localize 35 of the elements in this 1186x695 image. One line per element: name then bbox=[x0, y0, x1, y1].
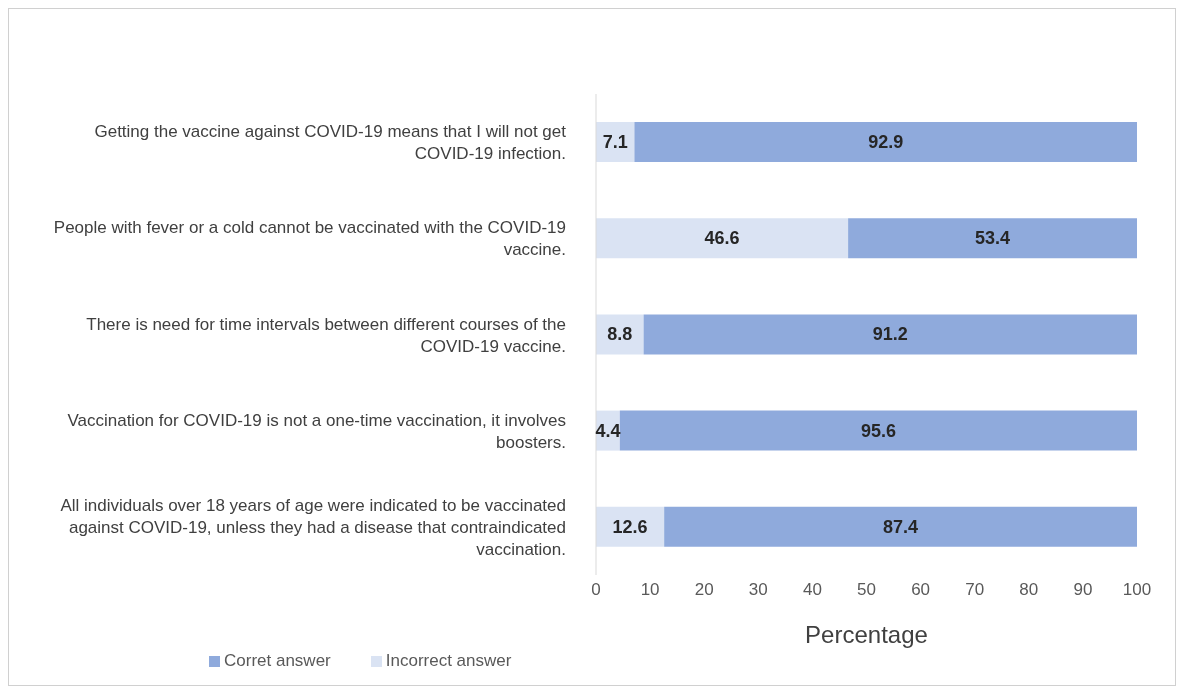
y-tick-label: Getting the vaccine against COVID-19 means that I will not get COVID-19 infection. bbox=[94, 121, 567, 163]
x-tick-label: 100 bbox=[1122, 580, 1152, 600]
y-tick-label: People with fever or a cold cannot be vaccinated with the COVID-19 vaccine. bbox=[53, 217, 566, 259]
y-tick-label: Vaccination for COVID-19 is not a one-time vaccination, it involves boosters. bbox=[67, 410, 566, 452]
bar bbox=[596, 218, 849, 259]
x-tick-label: 30 bbox=[748, 580, 768, 600]
y-tick-label: All individuals over 18 years of age were indicated to be vaccinated against COVID-19, unless they had a disease that contraindicated vaccination. bbox=[60, 495, 566, 559]
legend-label: Incorrect answer bbox=[385, 651, 512, 670]
x-tick-label: 20 bbox=[694, 580, 714, 600]
x-tick-label: 50 bbox=[857, 580, 876, 600]
x-axis-title: Percentage bbox=[805, 621, 928, 648]
data-label: 7.1 bbox=[602, 132, 628, 152]
bar bbox=[643, 314, 1137, 355]
data-label: 46.6 bbox=[704, 228, 740, 249]
x-tick-label: 40 bbox=[802, 580, 822, 600]
x-tick-label: 70 bbox=[965, 580, 985, 600]
y-tick-label: There is need for time intervals between different courses of the COVID-19 vaccine. bbox=[86, 314, 566, 355]
data-label: 8.8 bbox=[607, 324, 633, 345]
data-label: 87.4 bbox=[883, 516, 919, 537]
bar bbox=[848, 218, 1137, 259]
data-label: 91.2 bbox=[872, 324, 908, 345]
data-label: 53.4 bbox=[975, 228, 1011, 249]
x-tick-label: 10 bbox=[640, 580, 660, 600]
bar bbox=[634, 122, 1137, 162]
data-label: 95.6 bbox=[860, 420, 896, 441]
bar bbox=[619, 410, 1137, 451]
bar bbox=[664, 506, 1137, 547]
data-label: 92.9 bbox=[868, 132, 904, 152]
x-tick-label: 80 bbox=[1019, 580, 1039, 600]
x-tick-label: 60 bbox=[911, 580, 931, 600]
legend-label: Corret answer bbox=[224, 651, 331, 670]
x-tick-label: 90 bbox=[1073, 580, 1093, 600]
x-tick-label: 0 bbox=[591, 580, 601, 600]
data-label: 4.4 bbox=[595, 420, 621, 441]
data-label: 12.6 bbox=[612, 516, 648, 537]
